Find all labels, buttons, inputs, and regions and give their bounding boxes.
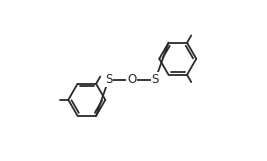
Text: S: S — [152, 73, 159, 86]
Text: O: O — [127, 73, 136, 86]
Text: S: S — [105, 73, 112, 86]
